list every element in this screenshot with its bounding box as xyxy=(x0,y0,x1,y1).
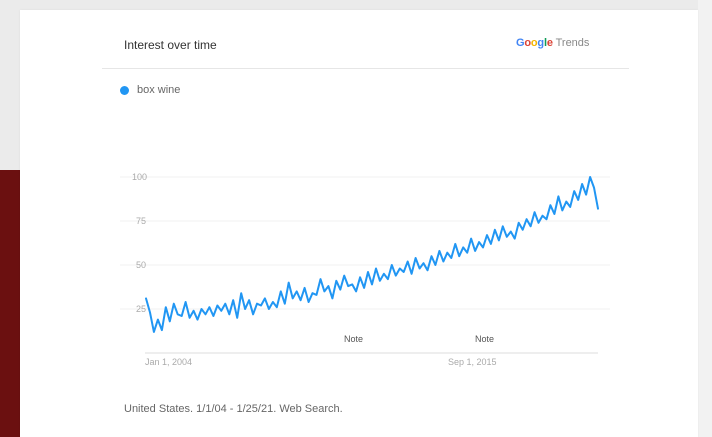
data-source-footer: United States. 1/1/04 - 1/25/21. Web Sea… xyxy=(124,403,343,415)
google-letter-g2: g xyxy=(537,37,544,49)
background-right-edge xyxy=(698,0,712,437)
google-trends-logo[interactable]: Google Trends xyxy=(516,37,589,49)
google-letter-o1: o xyxy=(524,37,531,49)
trends-logo-text: Trends xyxy=(555,37,590,49)
interest-line-chart: 100 75 50 25 Note Note Jan 1, 2004 Sep 1… xyxy=(120,172,610,367)
google-letter-e: e xyxy=(546,37,553,49)
y-tick-label-50: 50 xyxy=(136,260,146,270)
series-line-box-wine xyxy=(145,176,599,333)
background-red-band xyxy=(0,170,20,437)
legend-series-name: box wine xyxy=(137,84,181,96)
grid-lines xyxy=(120,176,610,354)
y-tick-label-100: 100 xyxy=(132,172,147,182)
legend: box wine xyxy=(120,84,180,96)
google-letter-g: G xyxy=(516,37,525,49)
interest-over-time-card: Interest over time Google Trends box win… xyxy=(20,10,698,437)
note-annotation-2[interactable]: Note xyxy=(475,334,494,344)
x-tick-label-mid: Sep 1, 2015 xyxy=(448,357,497,367)
header-divider xyxy=(102,68,629,69)
y-tick-label-25: 25 xyxy=(136,304,146,314)
google-letter-l: l xyxy=(543,37,547,49)
x-tick-label-start: Jan 1, 2004 xyxy=(145,357,192,367)
google-letter-o2: o xyxy=(530,37,538,49)
card-title: Interest over time xyxy=(124,38,217,52)
series-dot-icon xyxy=(120,85,129,95)
google-logo-text: Google xyxy=(516,37,556,49)
note-annotation-1[interactable]: Note xyxy=(344,334,363,344)
y-tick-label-75: 75 xyxy=(136,216,146,226)
